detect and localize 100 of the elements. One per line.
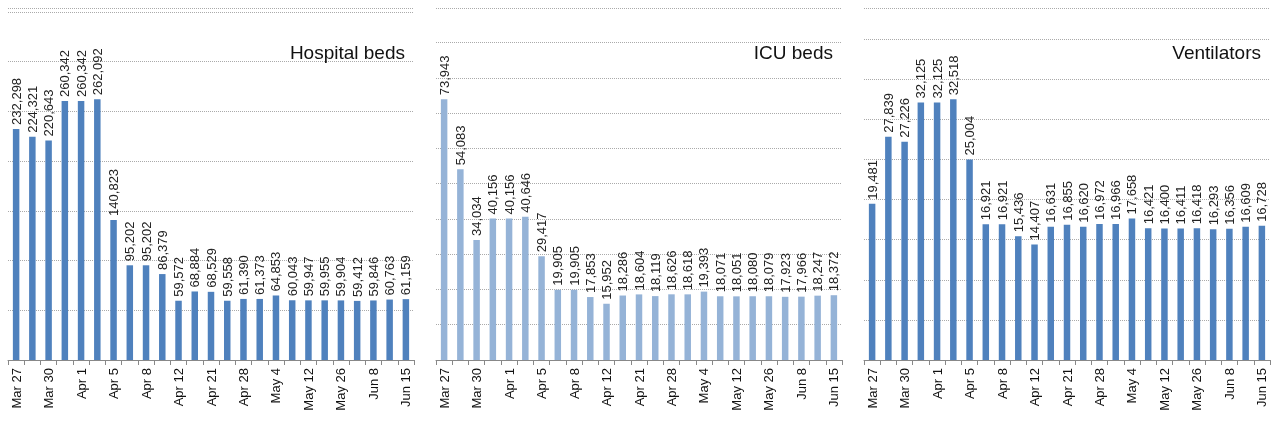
- bar: [457, 169, 464, 360]
- bar: [337, 300, 345, 360]
- chart-title: Hospital beds: [289, 42, 405, 63]
- bar: [570, 289, 578, 360]
- bar: [522, 216, 529, 360]
- bar: [901, 141, 908, 360]
- x-tick-label: May 26: [1189, 368, 1205, 411]
- data-label: 73,943: [436, 55, 452, 96]
- x-tick-label: Apr 8: [566, 368, 582, 400]
- data-label: 224,321: [24, 85, 40, 133]
- data-label: 60,043: [284, 256, 300, 297]
- data-label: 17,853: [582, 253, 598, 294]
- bar: [126, 265, 134, 360]
- data-label: 61,390: [235, 255, 251, 295]
- bar: [668, 294, 675, 360]
- data-label: 18,626: [663, 250, 679, 291]
- data-label: 59,572: [171, 256, 187, 297]
- x-tick-label: Jun 8: [793, 368, 809, 400]
- x-tick-label: May 4: [696, 368, 712, 404]
- data-label: 260,342: [73, 50, 89, 97]
- bar: [1015, 236, 1022, 360]
- data-label: 86,379: [154, 230, 170, 271]
- bar: [1161, 228, 1168, 360]
- data-label: 18,286: [615, 251, 631, 292]
- data-label: 15,952: [599, 259, 615, 300]
- bar: [651, 296, 659, 360]
- bar: [489, 218, 497, 360]
- bar: [868, 203, 876, 360]
- bar: [207, 291, 215, 360]
- data-label: 15,436: [1010, 192, 1026, 233]
- data-label: 16,921: [994, 180, 1010, 221]
- data-label: 18,604: [631, 250, 647, 291]
- x-tick-label: Apr 21: [1059, 368, 1075, 407]
- data-label: 16,921: [978, 180, 994, 221]
- bar: [12, 128, 20, 360]
- data-label: 59,947: [300, 256, 316, 297]
- x-tick-label: May 12: [1156, 368, 1172, 411]
- x-tick-label: Apr 28: [663, 368, 679, 407]
- bar: [1258, 225, 1266, 360]
- data-label: 40,156: [501, 174, 517, 215]
- x-tick-label: Jun 15: [398, 368, 414, 408]
- x-tick-label: Jun 8: [1221, 368, 1237, 400]
- bar: [402, 299, 410, 360]
- bar: [998, 224, 1006, 360]
- x-tick-label: May 12: [728, 368, 744, 411]
- bar: [830, 295, 838, 360]
- bar: [1209, 229, 1217, 360]
- data-label: 17,658: [1124, 174, 1140, 215]
- x-tick-label: May 12: [300, 368, 316, 411]
- x-tick-label: Jun 8: [365, 368, 381, 400]
- x-tick-label: Mar 30: [469, 368, 485, 409]
- data-label: 16,411: [1173, 185, 1189, 225]
- bar: [94, 99, 101, 360]
- bar: [353, 300, 361, 360]
- data-label: 16,418: [1189, 184, 1205, 225]
- bar: [61, 101, 69, 360]
- bar: [159, 274, 166, 360]
- data-label: 54,083: [452, 125, 468, 166]
- x-tick-label: May 26: [761, 368, 777, 411]
- x-tick-label: Apr 28: [235, 368, 251, 407]
- data-label: 64,853: [268, 251, 284, 292]
- bar: [1079, 226, 1087, 360]
- data-label: 17,966: [793, 252, 809, 293]
- bar: [700, 291, 708, 360]
- x-tick-label: Mar 30: [897, 368, 913, 409]
- data-label: 16,966: [1108, 180, 1124, 220]
- data-label: 19,905: [566, 246, 582, 286]
- bar: [386, 299, 393, 360]
- data-label: 16,356: [1221, 185, 1237, 225]
- bar: [1144, 228, 1152, 360]
- bar: [1193, 228, 1201, 360]
- data-label: 18,618: [680, 250, 696, 291]
- bar: [733, 296, 740, 360]
- data-label: 32,518: [945, 55, 961, 96]
- data-label: 16,631: [1043, 182, 1059, 223]
- bar: [917, 102, 925, 360]
- bar: [781, 296, 789, 360]
- x-tick-label: Apr 28: [1091, 368, 1107, 407]
- data-label: 18,372: [826, 251, 842, 292]
- bar: [440, 99, 448, 360]
- data-label: 59,846: [365, 256, 381, 297]
- data-label: 60,763: [382, 255, 398, 296]
- bar: [1063, 224, 1071, 360]
- bar: [798, 296, 805, 360]
- bar: [45, 140, 52, 360]
- data-label: 16,972: [1091, 180, 1107, 220]
- bar: [1112, 223, 1119, 360]
- data-label: 68,884: [187, 247, 203, 288]
- bar: [321, 300, 328, 360]
- bar: [587, 297, 594, 360]
- x-tick-label: Apr 1: [929, 368, 945, 400]
- data-label: 16,609: [1238, 183, 1254, 223]
- x-tick-label: May 4: [268, 368, 284, 404]
- data-label: 40,646: [517, 172, 533, 213]
- bar: [29, 136, 36, 360]
- x-tick-label: Apr 1: [73, 368, 89, 400]
- bar: [635, 294, 643, 360]
- bar: [966, 159, 973, 360]
- bar: [110, 219, 117, 360]
- data-label: 18,071: [712, 252, 728, 293]
